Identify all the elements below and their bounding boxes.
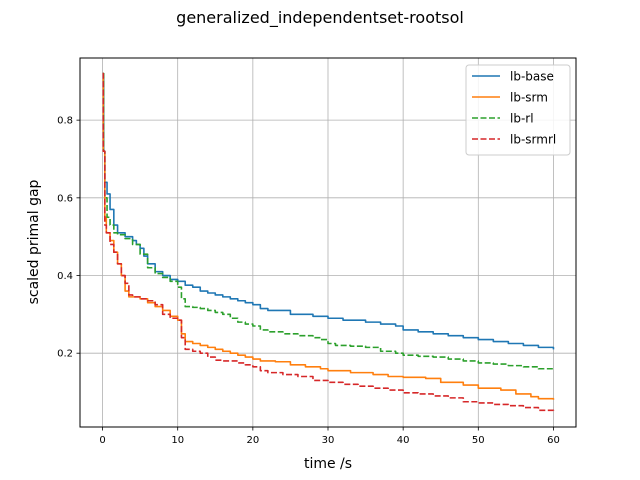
legend-label: lb-srm (510, 91, 548, 105)
series-line-lb-rl (102, 72, 555, 371)
series-line-lb-base (102, 72, 555, 350)
x-tick-label: 10 (171, 435, 184, 446)
x-tick-label: 30 (322, 435, 335, 446)
x-tick-label: 20 (246, 435, 259, 446)
chart-title: generalized_independentset-rootsol (176, 8, 464, 28)
series-line-lb-srm (102, 72, 555, 400)
x-tick-label: 40 (397, 435, 410, 446)
y-tick-label: 0.4 (57, 271, 73, 282)
axis-ticks: 0 10 20 30 40 50 60 0.2 0.4 0.6 0.8 (57, 116, 560, 446)
y-axis-title: scaled primal gap (26, 179, 42, 304)
x-tick-label: 60 (547, 435, 560, 446)
series-line-lb-srmrl (102, 72, 555, 412)
x-tick-label: 50 (472, 435, 485, 446)
legend-box (465, 64, 571, 156)
y-tick-label: 0.6 (57, 193, 73, 204)
x-tick-label: 0 (99, 435, 105, 446)
plot-lines (102, 72, 555, 412)
legend: lb-base lb-srm lb-rl lb-srmrl (465, 64, 571, 156)
legend-label: lb-base (510, 70, 554, 84)
x-axis-title: time /s (304, 456, 352, 472)
legend-label: lb-srmrl (510, 133, 556, 147)
legend-label: lb-rl (510, 112, 534, 126)
y-tick-label: 0.2 (57, 349, 73, 360)
y-tick-label: 0.8 (57, 116, 73, 127)
